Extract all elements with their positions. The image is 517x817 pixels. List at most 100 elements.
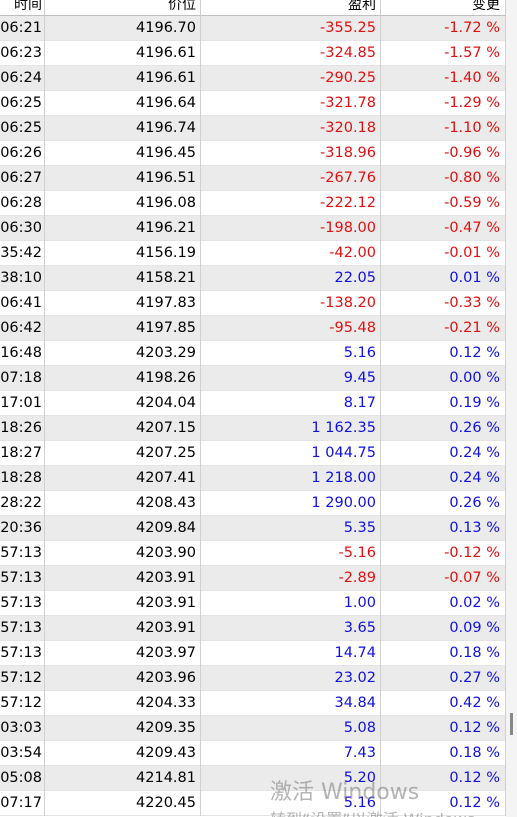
change-cell: 0.26 % xyxy=(381,491,506,516)
change-cell: -1.72 % xyxy=(381,16,506,41)
table-row[interactable] xyxy=(0,341,506,366)
profit-cell: 1 218.00 xyxy=(201,466,381,491)
change-cell: 0.12 % xyxy=(381,716,506,741)
table-row[interactable] xyxy=(0,166,506,191)
price-cell: 4196.61 xyxy=(45,66,201,91)
profit-cell: -222.12 xyxy=(201,191,381,216)
time-cell: 57:13 xyxy=(0,566,45,591)
table-row[interactable] xyxy=(0,266,506,291)
time-cell: 06:30 xyxy=(0,216,45,241)
table-row[interactable] xyxy=(0,741,506,766)
column-header[interactable]: 变更 xyxy=(381,0,506,16)
profit-cell: -5.16 xyxy=(201,541,381,566)
price-cell: 4196.45 xyxy=(45,141,201,166)
scroll-thumb[interactable] xyxy=(510,713,513,735)
change-cell: 0.18 % xyxy=(381,641,506,666)
price-cell: 4209.84 xyxy=(45,516,201,541)
table-row[interactable] xyxy=(0,591,506,616)
column-header[interactable]: 价位 xyxy=(45,0,201,16)
profit-cell: 22.05 xyxy=(201,266,381,291)
table-row[interactable] xyxy=(0,766,506,791)
table-row[interactable] xyxy=(0,491,506,516)
table-row[interactable] xyxy=(0,66,506,91)
time-cell: 06:25 xyxy=(0,91,45,116)
table-row[interactable] xyxy=(0,316,506,341)
table-row[interactable] xyxy=(0,391,506,416)
table-row[interactable] xyxy=(0,791,506,816)
change-cell: 0.18 % xyxy=(381,741,506,766)
table-row[interactable] xyxy=(0,241,506,266)
table-row[interactable] xyxy=(0,116,506,141)
price-cell: 4196.51 xyxy=(45,166,201,191)
time-cell: 03:54 xyxy=(0,741,45,766)
price-cell: 4203.91 xyxy=(45,616,201,641)
table-row[interactable] xyxy=(0,141,506,166)
change-cell: -1.40 % xyxy=(381,66,506,91)
price-cell: 4196.64 xyxy=(45,91,201,116)
profit-cell: -267.76 xyxy=(201,166,381,191)
column-header[interactable]: 时间 xyxy=(0,0,45,16)
change-cell: -0.07 % xyxy=(381,566,506,591)
time-cell: 35:42 xyxy=(0,241,45,266)
profit-cell: 5.35 xyxy=(201,516,381,541)
table-row[interactable] xyxy=(0,441,506,466)
change-cell: 0.12 % xyxy=(381,341,506,366)
time-cell: 06:42 xyxy=(0,316,45,341)
table-row[interactable] xyxy=(0,666,506,691)
table-row[interactable] xyxy=(0,516,506,541)
price-cell: 4196.61 xyxy=(45,41,201,66)
change-cell: 0.00 % xyxy=(381,366,506,391)
price-cell: 4209.43 xyxy=(45,741,201,766)
price-cell: 4220.45 xyxy=(45,791,201,816)
time-cell: 06:23 xyxy=(0,41,45,66)
profit-cell: 34.84 xyxy=(201,691,381,716)
scrollbar[interactable] xyxy=(506,0,517,817)
price-cell: 4196.21 xyxy=(45,216,201,241)
table-row[interactable] xyxy=(0,216,506,241)
time-cell: 06:24 xyxy=(0,66,45,91)
profit-cell: -2.89 xyxy=(201,566,381,591)
table-row[interactable] xyxy=(0,641,506,666)
table-row[interactable] xyxy=(0,566,506,591)
table-row[interactable] xyxy=(0,541,506,566)
table-row[interactable] xyxy=(0,16,506,41)
time-cell: 17:01 xyxy=(0,391,45,416)
profit-cell: 9.45 xyxy=(201,366,381,391)
change-cell: 0.12 % xyxy=(381,766,506,791)
profit-cell: 14.74 xyxy=(201,641,381,666)
profit-cell: -42.00 xyxy=(201,241,381,266)
time-cell: 07:18 xyxy=(0,366,45,391)
table-row[interactable] xyxy=(0,366,506,391)
profit-cell: 23.02 xyxy=(201,666,381,691)
table-row[interactable] xyxy=(0,416,506,441)
profit-cell: -324.85 xyxy=(201,41,381,66)
time-cell: 16:48 xyxy=(0,341,45,366)
change-cell: -0.96 % xyxy=(381,141,506,166)
table-row[interactable] xyxy=(0,41,506,66)
profit-cell: -355.25 xyxy=(201,16,381,41)
table-row[interactable] xyxy=(0,616,506,641)
price-cell: 4156.19 xyxy=(45,241,201,266)
time-cell: 57:12 xyxy=(0,666,45,691)
change-cell: -0.80 % xyxy=(381,166,506,191)
profit-cell: 7.43 xyxy=(201,741,381,766)
time-cell: 18:26 xyxy=(0,416,45,441)
table-row[interactable] xyxy=(0,716,506,741)
profit-cell: 5.08 xyxy=(201,716,381,741)
table-row[interactable] xyxy=(0,291,506,316)
table-row[interactable] xyxy=(0,466,506,491)
table-row[interactable] xyxy=(0,691,506,716)
table-row[interactable] xyxy=(0,191,506,216)
column-header[interactable]: 盈利 xyxy=(201,0,381,16)
time-cell: 57:13 xyxy=(0,616,45,641)
time-cell: 38:10 xyxy=(0,266,45,291)
time-cell: 57:12 xyxy=(0,691,45,716)
change-cell: -0.21 % xyxy=(381,316,506,341)
change-cell: 0.13 % xyxy=(381,516,506,541)
time-cell: 07:17 xyxy=(0,791,45,816)
price-cell: 4203.97 xyxy=(45,641,201,666)
table-row[interactable] xyxy=(0,91,506,116)
price-cell: 4207.15 xyxy=(45,416,201,441)
profit-cell: -318.96 xyxy=(201,141,381,166)
profit-cell: 5.16 xyxy=(201,791,381,816)
